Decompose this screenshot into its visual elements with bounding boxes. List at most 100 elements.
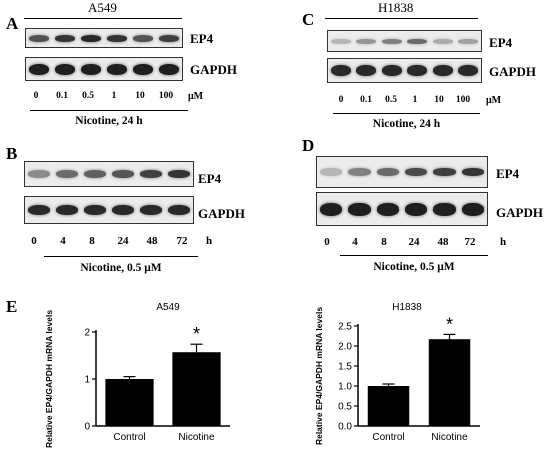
blot-band bbox=[381, 65, 402, 76]
blot-band bbox=[461, 168, 484, 176]
blot-band bbox=[407, 65, 428, 76]
unit-label: μM bbox=[188, 91, 204, 102]
panel-letter: B bbox=[6, 144, 18, 163]
y-tick-label: 0 bbox=[84, 422, 90, 433]
blot-band bbox=[376, 202, 399, 216]
bar bbox=[105, 379, 154, 426]
y-tick-label: 0.0 bbox=[338, 422, 352, 433]
ep4-blot-strip bbox=[316, 156, 488, 188]
blot-label-gapdh: GAPDH bbox=[198, 206, 245, 221]
blot-band bbox=[381, 38, 402, 44]
blot-band bbox=[28, 205, 50, 215]
x-category-label: Control bbox=[372, 432, 404, 443]
treatment-label: Nicotine, 0.5 μM bbox=[80, 262, 162, 274]
title-rule bbox=[325, 18, 478, 19]
blot-label-ep4: EP4 bbox=[489, 35, 513, 50]
blot-band bbox=[56, 205, 78, 215]
blot-label-gapdh: GAPDH bbox=[496, 205, 543, 220]
bar bbox=[428, 339, 471, 426]
bar-chart-h1838: H1838 Relative EP4/GAPDH mRNA levels 0.0 0.… bbox=[312, 298, 532, 450]
lane-label: 0.1 bbox=[56, 91, 68, 101]
significance-marker: * bbox=[193, 324, 200, 344]
blot-band bbox=[80, 63, 102, 75]
title-rule bbox=[24, 18, 182, 19]
blot-band bbox=[348, 168, 371, 176]
treatment-label: Nicotine, 24 h bbox=[75, 115, 143, 127]
lane-label: 0 bbox=[324, 236, 330, 248]
lane-label: 100 bbox=[158, 91, 174, 101]
treatment-rule bbox=[30, 110, 188, 111]
blot-label-ep4: EP4 bbox=[190, 31, 214, 46]
significance-marker: * bbox=[446, 314, 453, 334]
blot-band bbox=[56, 170, 78, 178]
blot-band bbox=[348, 202, 371, 216]
lane-label: 0.5 bbox=[82, 91, 94, 101]
treatment-label: Nicotine, 24 h bbox=[372, 118, 441, 130]
blot-band bbox=[168, 170, 190, 178]
y-tick-label: 1.5 bbox=[338, 362, 352, 373]
panel-letter: D bbox=[302, 136, 315, 155]
blot-band bbox=[432, 65, 453, 76]
chart-svg: A549 Relative EP4/GAPDH mRNA levels 0 1 2 Con… bbox=[44, 302, 230, 448]
panel-letter: A bbox=[6, 14, 19, 33]
panel-letter: C bbox=[302, 10, 315, 29]
blot-label-ep4: EP4 bbox=[496, 166, 520, 181]
chart-title: H1838 bbox=[392, 302, 422, 313]
blot-band bbox=[54, 34, 76, 42]
blot-band bbox=[168, 205, 190, 215]
blot-label-ep4: EP4 bbox=[198, 171, 222, 186]
blot-band bbox=[140, 170, 162, 178]
blot-band bbox=[407, 38, 428, 44]
blot-band bbox=[458, 65, 479, 76]
lane-label: 10 bbox=[135, 91, 145, 101]
blot-band bbox=[106, 34, 128, 42]
blot-band bbox=[356, 65, 377, 76]
blot-label-gapdh: GAPDH bbox=[190, 62, 237, 77]
blot-band bbox=[112, 205, 134, 215]
y-tick-label: 1 bbox=[84, 375, 90, 386]
treatment-rule bbox=[44, 256, 198, 257]
blot-band bbox=[356, 38, 377, 44]
blot-band bbox=[140, 205, 162, 215]
treatment-label: Nicotine, 0.5 μM bbox=[373, 261, 455, 273]
lane-label: 0 bbox=[31, 235, 37, 247]
blot-band bbox=[432, 38, 453, 44]
blot-band bbox=[330, 65, 351, 76]
lane-label: 0.1 bbox=[360, 95, 372, 105]
blot-band bbox=[405, 168, 428, 176]
ep4-blot-strip bbox=[327, 30, 482, 52]
lane-label: 48 bbox=[437, 236, 449, 248]
panel-letter: E bbox=[6, 297, 18, 316]
y-axis-label: Relative EP4/GAPDH mRNA levels bbox=[44, 310, 54, 448]
bar bbox=[172, 352, 221, 426]
lane-label: 0 bbox=[33, 91, 39, 101]
blot-band bbox=[28, 63, 50, 75]
chart-svg: H1838 Relative EP4/GAPDH mRNA levels 0.0 0.… bbox=[314, 302, 480, 445]
blot-band bbox=[28, 170, 50, 178]
gapdh-blot-strip bbox=[327, 58, 482, 83]
gapdh-blot-strip bbox=[25, 57, 183, 81]
chart-title: A549 bbox=[156, 302, 180, 313]
blot-band bbox=[433, 168, 456, 176]
blot-band bbox=[158, 63, 180, 75]
blot-band bbox=[28, 34, 50, 42]
blot-band bbox=[376, 168, 399, 176]
blot-band bbox=[132, 63, 154, 75]
x-category-label: Nicotine bbox=[431, 432, 468, 443]
blot-band bbox=[106, 63, 128, 75]
blot-band bbox=[84, 205, 106, 215]
lane-label: 72 bbox=[176, 235, 188, 247]
ep4-blot-strip bbox=[25, 28, 183, 48]
blot-band bbox=[132, 34, 154, 42]
lane-label: 100 bbox=[455, 95, 471, 105]
unit-label: h bbox=[500, 236, 507, 248]
gapdh-blot-strip bbox=[24, 196, 194, 224]
blot-band bbox=[320, 202, 343, 216]
lane-label: 8 bbox=[89, 235, 95, 247]
bar-chart-a549: A549 Relative EP4/GAPDH mRNA levels 0 1 2 Con… bbox=[40, 298, 255, 450]
blot-band bbox=[320, 168, 343, 176]
lane-label: 10 bbox=[434, 95, 444, 105]
lane-label: 72 bbox=[464, 236, 476, 248]
blot-band bbox=[80, 34, 102, 42]
